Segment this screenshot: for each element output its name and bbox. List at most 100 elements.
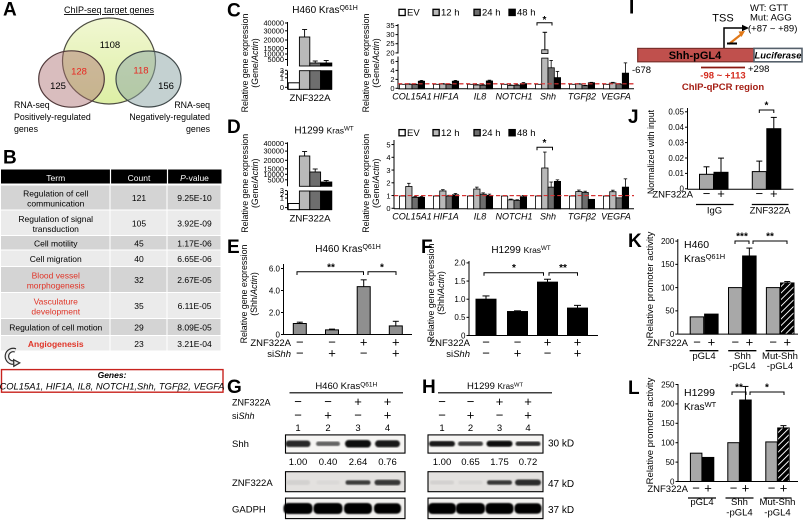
- svg-text:125: 125: [50, 81, 66, 92]
- svg-text:−: −: [730, 481, 738, 496]
- svg-text:12 h: 12 h: [441, 128, 460, 139]
- svg-text:+: +: [360, 335, 368, 350]
- svg-text:Relative gene expression: Relative gene expression: [240, 14, 250, 113]
- svg-text:TSS: TSS: [712, 13, 733, 25]
- svg-text:0: 0: [390, 84, 394, 93]
- svg-text:100: 100: [661, 283, 675, 292]
- svg-text:VEGFA: VEGFA: [601, 212, 631, 222]
- svg-text:2.64: 2.64: [349, 457, 368, 468]
- svg-text:siShh: siShh: [232, 411, 255, 421]
- svg-text:(Gene/Actin): (Gene/Actin): [250, 159, 260, 208]
- svg-text:3: 3: [280, 66, 284, 75]
- svg-text:ZNF322A: ZNF322A: [289, 213, 331, 224]
- svg-text:50: 50: [665, 307, 674, 316]
- svg-text:−: −: [438, 394, 446, 409]
- svg-text:GADPH: GADPH: [232, 505, 266, 516]
- svg-text:20000: 20000: [263, 36, 284, 45]
- svg-text:1: 1: [280, 194, 284, 203]
- svg-text:2: 2: [386, 179, 390, 188]
- svg-text:0.04: 0.04: [668, 123, 684, 132]
- svg-text:A: A: [3, 0, 17, 21]
- svg-text:B: B: [3, 148, 17, 169]
- svg-text:−: −: [328, 335, 336, 350]
- svg-text:Relative gene expression: Relative gene expression: [361, 134, 371, 233]
- svg-text:EV: EV: [407, 8, 420, 19]
- svg-text:3: 3: [280, 186, 284, 195]
- svg-text:**: **: [766, 232, 774, 243]
- svg-text:K: K: [628, 231, 642, 252]
- svg-text:2: 2: [280, 70, 284, 79]
- svg-text:***: ***: [736, 232, 748, 243]
- svg-text:30 kD: 30 kD: [548, 439, 574, 450]
- svg-text:118: 118: [133, 66, 148, 77]
- svg-text:23: 23: [134, 339, 144, 349]
- svg-text:0.03: 0.03: [668, 138, 684, 147]
- svg-text:-pGL4: -pGL4: [767, 361, 793, 372]
- svg-text:ZNF322A: ZNF322A: [289, 93, 331, 104]
- svg-text:+: +: [496, 394, 504, 409]
- svg-text:+: +: [392, 346, 400, 361]
- svg-text:Count: Count: [128, 173, 151, 183]
- svg-text:(Shh/Actin): (Shh/Actin): [249, 272, 259, 316]
- svg-text:+: +: [784, 335, 792, 350]
- svg-text:morphogenesis: morphogenesis: [27, 281, 85, 291]
- svg-text:H460 KrasQ61H: H460 KrasQ61H: [292, 5, 358, 16]
- svg-text:2: 2: [325, 423, 330, 434]
- svg-text:Shh-pGL4: Shh-pGL4: [669, 50, 722, 62]
- svg-text:*: *: [512, 263, 516, 274]
- svg-text:Angiogenesis: Angiogenesis: [28, 339, 84, 349]
- svg-text:200: 200: [661, 400, 675, 409]
- svg-text:+: +: [354, 394, 362, 409]
- svg-text:4: 4: [385, 423, 390, 434]
- svg-text:9.25E-10: 9.25E-10: [177, 193, 212, 203]
- svg-text:siShh: siShh: [267, 349, 291, 360]
- svg-text:Relative gene expression: Relative gene expression: [361, 14, 371, 113]
- svg-text:50: 50: [666, 458, 675, 467]
- svg-text:E: E: [227, 237, 240, 258]
- svg-text:−: −: [438, 408, 446, 423]
- svg-text:H1299: H1299: [684, 387, 715, 399]
- svg-text:+: +: [392, 335, 400, 350]
- svg-text:-pGL4: -pGL4: [764, 508, 790, 519]
- svg-text:1: 1: [439, 423, 444, 434]
- svg-text:Relative gene expression: Relative gene expression: [426, 244, 436, 343]
- svg-text:30000: 30000: [263, 147, 284, 156]
- svg-text:(Shh/Actin): (Shh/Actin): [436, 271, 446, 315]
- svg-text:1: 1: [386, 191, 390, 200]
- svg-text:ZNF322A: ZNF322A: [750, 206, 791, 217]
- svg-text:siShh: siShh: [446, 349, 470, 360]
- svg-text:1108: 1108: [100, 40, 120, 51]
- svg-text:2.0: 2.0: [269, 308, 281, 317]
- svg-text:−: −: [296, 346, 304, 361]
- svg-text:100: 100: [661, 439, 675, 448]
- svg-text:121: 121: [132, 193, 146, 203]
- svg-text:−: −: [294, 408, 302, 423]
- svg-text:0: 0: [386, 204, 390, 213]
- svg-text:H460 KrasQ61H: H460 KrasQ61H: [315, 244, 381, 255]
- svg-text:−: −: [360, 346, 368, 361]
- svg-text:ChIP-seq target genes: ChIP-seq target genes: [64, 5, 155, 15]
- svg-text:1.5: 1.5: [454, 277, 466, 286]
- svg-text:15000: 15000: [263, 164, 284, 173]
- svg-text:2: 2: [390, 75, 394, 84]
- svg-text:ChIP-qPCR region: ChIP-qPCR region: [682, 82, 765, 93]
- svg-text:4: 4: [525, 423, 530, 434]
- svg-text:Mut: AGG: Mut: AGG: [750, 13, 792, 24]
- svg-text:5000: 5000: [268, 55, 284, 64]
- svg-text:10000: 10000: [263, 50, 284, 59]
- svg-text:ZNF322A: ZNF322A: [647, 338, 688, 349]
- svg-text:150: 150: [661, 419, 675, 428]
- svg-text:+: +: [574, 335, 582, 350]
- svg-text:+: +: [514, 346, 522, 361]
- svg-text:6.0: 6.0: [269, 264, 281, 273]
- svg-text:Genes:: Genes:: [98, 370, 127, 380]
- svg-text:0.40: 0.40: [319, 457, 338, 468]
- svg-text:2.67E-05: 2.67E-05: [177, 275, 212, 285]
- svg-text:Positively-regulated: Positively-regulated: [14, 112, 91, 122]
- svg-text:+: +: [324, 408, 332, 423]
- svg-text:0.05: 0.05: [668, 108, 684, 117]
- svg-text:Regulation of cell: Regulation of cell: [23, 189, 88, 199]
- svg-text:-pGL4: -pGL4: [729, 361, 755, 372]
- svg-text:2.0: 2.0: [454, 259, 466, 268]
- svg-text:IL8: IL8: [474, 92, 487, 102]
